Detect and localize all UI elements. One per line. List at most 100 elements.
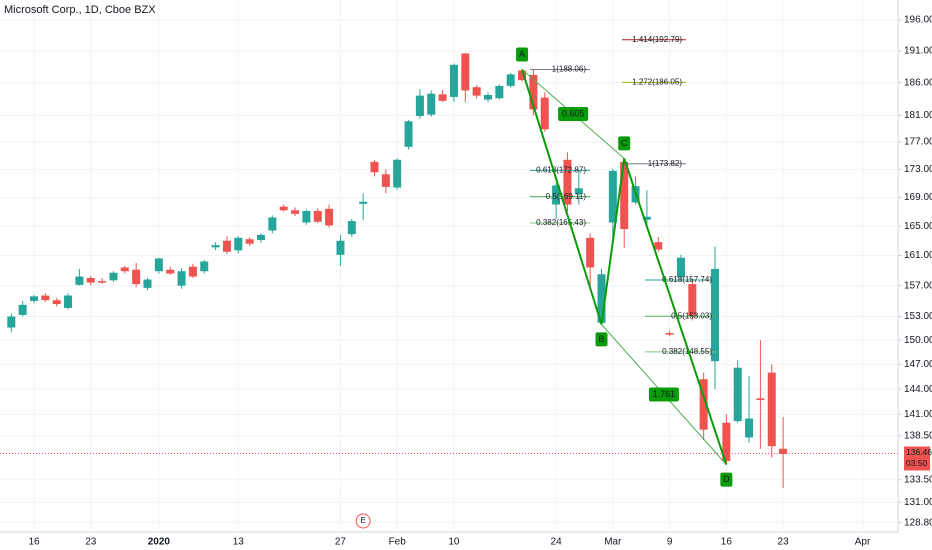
y-tick-label: 161.00 (904, 250, 932, 261)
pattern-point-box (720, 472, 733, 487)
x-tick-label: Mar (604, 537, 622, 548)
chart-title: Microsoft Corp., 1D, Cboe BZX (4, 4, 156, 16)
x-tick-label: Feb (389, 537, 407, 548)
candle-body (245, 239, 254, 244)
candle-body (699, 379, 708, 430)
candle-body (370, 161, 379, 173)
pattern-point-label: C (621, 138, 628, 148)
candle-body (279, 206, 288, 211)
candle-body (41, 295, 50, 301)
y-tick-label: 157.00 (904, 280, 932, 291)
x-tick-label: 9 (667, 537, 673, 548)
earnings-label: E (360, 516, 365, 525)
candle-body (529, 74, 538, 110)
candle-body (779, 448, 788, 455)
fib-label: 1(173.82) (648, 159, 683, 168)
y-tick-label: 131.00 (904, 497, 932, 508)
candle-body (756, 398, 765, 400)
ratio-box (648, 387, 679, 402)
candle-body (359, 201, 368, 204)
candle-body (234, 237, 243, 251)
candle-body (132, 269, 141, 285)
candle-body (688, 284, 697, 317)
x-tick-label: 24 (551, 537, 563, 548)
y-tick-label: 191.00 (904, 46, 932, 57)
candle-body (393, 159, 402, 188)
x-tick-label: Apr (855, 537, 871, 548)
candle-body (733, 367, 742, 422)
last-price-box (904, 446, 930, 471)
fib-label: 0.5(153.03) (671, 311, 712, 320)
candle-body (325, 208, 334, 226)
pattern-point-label: A (519, 49, 525, 59)
candle-body (302, 210, 311, 223)
candle-body (415, 95, 424, 116)
x-tick-label: 16 (721, 537, 733, 548)
fib-label: 1.414(192.79) (632, 35, 682, 44)
candle-body (64, 295, 73, 308)
x-tick-label: 23 (85, 537, 97, 548)
candle-body (642, 216, 651, 220)
pattern-leg (521, 69, 603, 325)
y-tick-label: 138.50 (904, 430, 932, 441)
candle-body (449, 64, 458, 97)
y-tick-label: 133.50 (904, 474, 932, 485)
pattern-point-label: B (598, 334, 604, 344)
y-tick-label: 128.80 (904, 517, 932, 528)
candle-body (222, 240, 231, 252)
candle-body (540, 97, 549, 130)
candle-body (177, 271, 186, 286)
candle-body (767, 372, 776, 447)
candle-body (552, 185, 561, 205)
candle-body (143, 279, 152, 288)
ratio-label: 1.761 (653, 389, 676, 399)
pattern-leg (623, 158, 728, 465)
candle-body (404, 121, 413, 147)
candle-body (98, 281, 107, 283)
candle-body (347, 221, 356, 235)
candle-body (381, 174, 390, 187)
y-tick-label: 181.00 (904, 110, 932, 121)
candle-body (676, 257, 685, 278)
candle-body (291, 210, 300, 214)
candle-body (211, 245, 220, 248)
candle-body (154, 258, 163, 272)
candle-body (722, 422, 731, 462)
y-tick-label: 153.00 (904, 311, 932, 322)
fib-label: 1.272(186.05) (632, 77, 682, 86)
y-tick-label: 150.00 (904, 335, 932, 346)
candle-body (200, 261, 209, 272)
candle-body (18, 304, 27, 315)
candle-body (336, 240, 345, 255)
x-tick-label: 23 (778, 537, 790, 548)
fib-label: 0.382(165.43) (536, 218, 586, 227)
last-price-label: 136.46 (906, 447, 932, 457)
fib-label: 1(188.06) (552, 65, 587, 74)
candle-body (608, 170, 617, 223)
ratio-label: 0.605 (562, 108, 585, 118)
pattern-leg (600, 158, 626, 325)
x-tick-label: 16 (28, 537, 40, 548)
candle-body (654, 242, 663, 250)
candle-body (86, 278, 95, 283)
pattern-point-label: D (723, 474, 730, 484)
candle-body (427, 93, 436, 115)
y-tick-label: 169.00 (904, 192, 932, 203)
candle-body (120, 267, 129, 272)
x-tick-label: 27 (335, 537, 347, 548)
y-tick-label: 196.00 (904, 15, 932, 26)
candle-body (711, 268, 719, 362)
fib-label: 0.618(157.74) (662, 275, 712, 284)
candle-body (30, 296, 38, 301)
candle-body (461, 53, 470, 91)
candle-body (257, 234, 265, 240)
candle-body (597, 274, 606, 323)
candle-body (438, 94, 447, 101)
overlay: 1(188.06) 0.618(172.87) 0.5(169.11) 0.382(1… (0, 35, 932, 529)
candle-body (188, 266, 197, 277)
candle-body (665, 333, 674, 335)
candle-body (472, 87, 481, 96)
